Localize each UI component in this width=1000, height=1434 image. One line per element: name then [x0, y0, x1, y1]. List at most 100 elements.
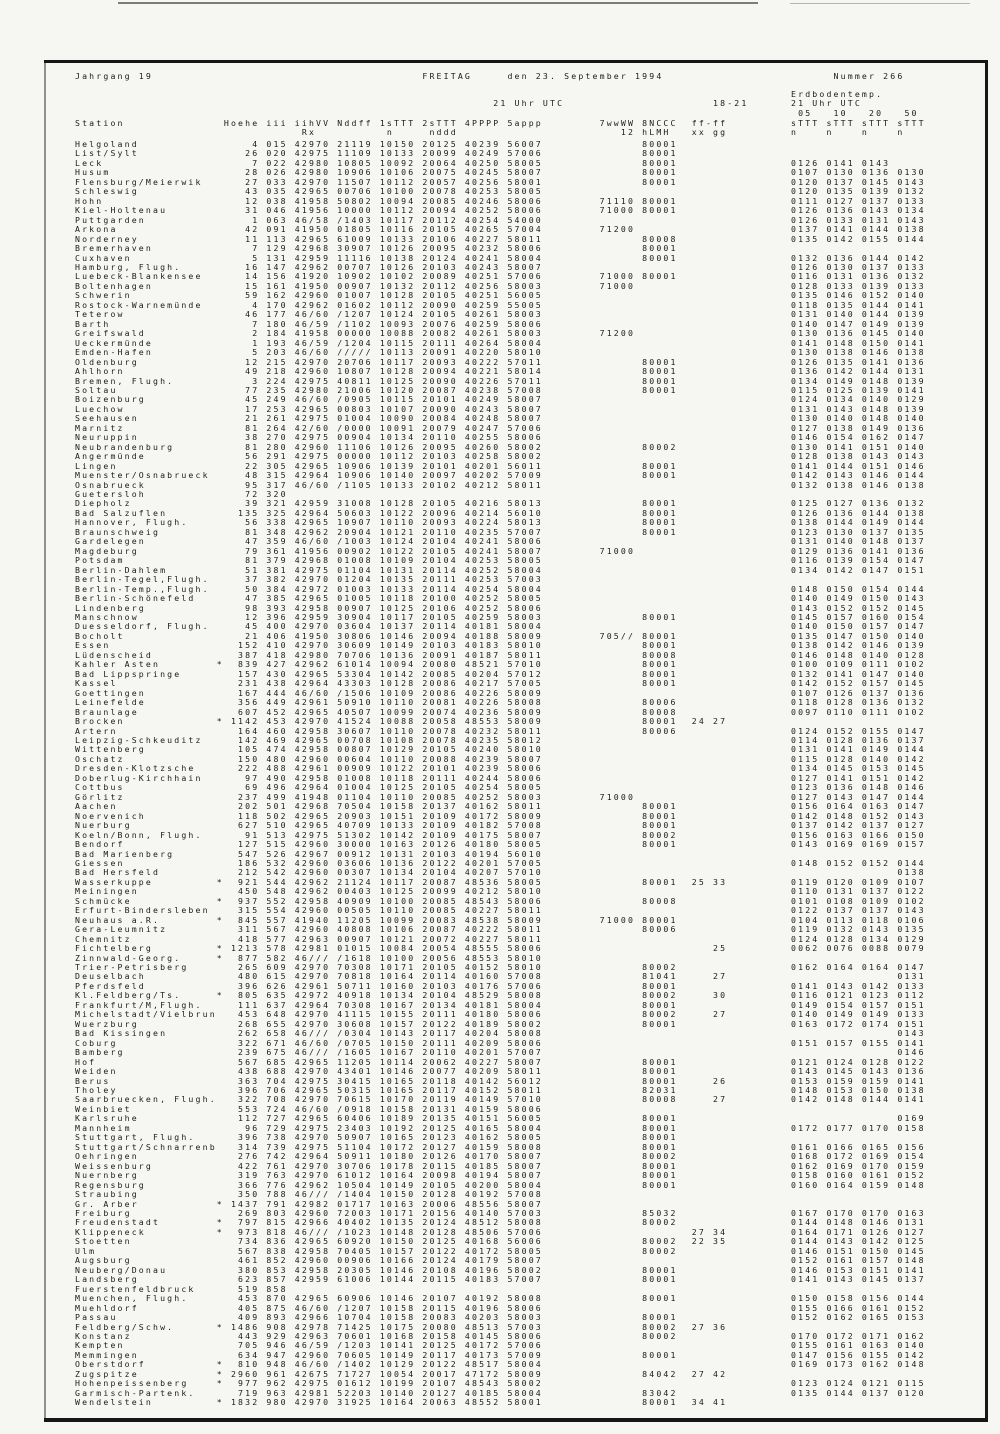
- scan-artifact-top-line-2: [790, 3, 970, 4]
- table-row: Braunlage 607 452 42965 40507 10099 2007…: [75, 706, 983, 717]
- table-row: Doberlug-Kirchhain 97 490 42958 01008 10…: [75, 772, 983, 783]
- table-row: Wittenberg 105 474 42958 00807 10129 201…: [75, 744, 983, 755]
- table-row: Leinefelde 356 449 42961 50910 10110 200…: [75, 697, 983, 708]
- table-row: Hof 567 685 42965 11205 10114 20062 4022…: [75, 1056, 983, 1067]
- header-line: 21 Uhr UTC 18-21 21 Uhr UTC: [75, 98, 983, 108]
- table-row: Giessen 186 532 42960 03606 10136 20122 …: [75, 857, 983, 868]
- table-row: Bamberg 239 675 46/// /1605 10167 20110 …: [75, 1047, 983, 1058]
- table-row: Schmücke * 937 552 42958 40909 10100 200…: [75, 895, 983, 906]
- table-row: Berus 363 704 42975 30415 10165 20118 40…: [75, 1075, 983, 1086]
- table-row: Dresden-Klotzsche 222 488 42961 00909 10…: [75, 763, 983, 774]
- table-row: Cottbus 69 496 42964 01004 10125 20105 4…: [75, 782, 983, 793]
- table-row: Essen 152 410 42970 30609 10149 20103 40…: [75, 640, 983, 651]
- table-row: Potsdam 81 379 42968 01008 10109 20104 4…: [75, 555, 983, 566]
- table-row: Neuberg/Donau 380 853 42958 20305 10146 …: [75, 1264, 983, 1275]
- table-row: Meiningen 450 548 42962 00403 10125 2009…: [75, 886, 983, 897]
- table-row: Hohenpeissenberg * 977 962 42975 01612 1…: [75, 1378, 983, 1389]
- table-row: Tholey 396 706 42965 50315 10165 20117 4…: [75, 1085, 983, 1095]
- table-row: Landsberg 623 857 42959 61006 10144 2011…: [75, 1274, 983, 1285]
- table-row: Chemnitz 418 577 42963 00907 10121 20072…: [75, 933, 983, 944]
- table-row: Zugspitze * 2960 961 42675 71727 10054 2…: [75, 1368, 983, 1379]
- table-row: Marnitz 81 264 42/60 /0000 10091 20079 4…: [75, 422, 983, 433]
- table-row: Feldberg/Schw. * 1486 908 42978 71425 10…: [75, 1321, 983, 1332]
- table-row: Luechow 17 253 42965 00803 10107 20090 4…: [75, 403, 983, 414]
- table-row: Hamburg, Flugh. 16 147 42962 00707 10126…: [75, 261, 983, 272]
- table-row: Gardelegen 47 359 46/60 /1003 10124 2010…: [75, 536, 983, 547]
- table-border-left: [44, 60, 46, 1422]
- table-row: Bremen, Flugh. 3 224 42975 40811 10125 2…: [75, 375, 983, 386]
- table-row: Trier-Petrisberg 265 609 42970 70308 101…: [75, 962, 983, 973]
- table-row: Seehausen 21 261 42975 01004 10090 20084…: [75, 413, 983, 424]
- table-row: Bad Lippspringe 157 430 42965 53304 1014…: [75, 668, 983, 679]
- table-row: Ueckermünde 1 193 46/59 /1204 10115 2011…: [75, 337, 983, 348]
- scan-artifact-top-line: [118, 2, 758, 4]
- table-row: Garmisch-Partenk. 719 963 42981 52203 10…: [75, 1387, 983, 1398]
- table-row: Aachen 202 501 42968 70504 10158 20137 4…: [75, 801, 983, 812]
- table-row: Helgoland 4 015 42970 21119 10150 20125 …: [75, 139, 983, 149]
- table-row: Nuerburg 627 510 42965 40709 10133 20109…: [75, 820, 983, 831]
- table-row: Stuttgart/Schnarrenb 314 739 42975 51104…: [75, 1141, 983, 1152]
- table-row: Gr. Arber * 1437 791 42982 01717 10163 2…: [75, 1198, 983, 1209]
- table-row: Teterow 46 177 46/60 /1207 10124 20105 4…: [75, 309, 983, 320]
- table-row: Guetersloh 72 320: [75, 489, 983, 500]
- table-row: Lindenberg 98 393 42958 00907 10125 2010…: [75, 602, 983, 613]
- table-row: Bad Hersfeld 212 542 42960 00307 10134 2…: [75, 867, 983, 878]
- table-row: Michelstadt/Vielbrun 453 648 42970 41115…: [75, 1009, 983, 1020]
- table-row: Goettingen 167 444 46/60 /1506 10109 200…: [75, 687, 983, 698]
- table-row: Berlin-Tegel,Flugh. 37 382 42970 01204 1…: [75, 574, 983, 585]
- table-row: Berlin-Dahlem 51 381 42975 01104 10131 2…: [75, 564, 983, 575]
- table-row: Bocholt 21 406 41950 30806 10146 20094 4…: [75, 630, 983, 641]
- table-row: Neuhaus a.R. * 845 557 41940 11205 10099…: [75, 914, 983, 925]
- table-row: Fuerstenfeldbruck 519 858: [75, 1283, 983, 1294]
- header-line: Rx n nddd 12 hLMH xx gg n n n n: [75, 127, 983, 137]
- table-row: Hannover, Flugh. 56 338 42965 10907 1011…: [75, 517, 983, 528]
- table-row: Kassel 231 438 42964 43303 10128 20086 4…: [75, 678, 983, 689]
- table-row: Wuerzburg 268 655 42970 30608 10157 2012…: [75, 1018, 983, 1029]
- table-row: Görlitz 237 499 41948 01104 10110 20085 …: [75, 791, 983, 802]
- table-row: Puttgarden 1 063 46/58 /1403 10117 20112…: [75, 214, 983, 225]
- header-line: 05 10 20 50: [75, 108, 983, 118]
- table-row: Muenster/Osnabrueck 48 315 42964 10906 1…: [75, 470, 983, 481]
- table-row: Rostock-Warnemünde 4 170 42962 01602 101…: [75, 299, 983, 310]
- table-row: Bremerhaven 7 129 42968 30907 10126 2009…: [75, 243, 983, 254]
- table-row: Augsburg 461 852 42960 00906 10166 20124…: [75, 1255, 983, 1266]
- table-row: Deuselbach 480 615 42970 70818 10164 201…: [75, 971, 983, 982]
- table-row: Angermünde 56 291 42975 00000 10112 2010…: [75, 451, 983, 462]
- table-row: Artern 164 460 42958 30607 10110 20078 4…: [75, 725, 983, 736]
- table-row: Neuruppin 38 270 42975 00904 10134 20110…: [75, 432, 983, 443]
- table-row: Leipzig-Schkeuditz 142 469 42965 00708 1…: [75, 734, 983, 745]
- table-row: Barth 7 180 46/59 /1102 10093 20076 4025…: [75, 318, 983, 329]
- table-border-top: [44, 60, 988, 63]
- table-row: Berlin-Temp.,Flugh. 50 384 42972 01003 1…: [75, 583, 983, 594]
- table-row: Osnabrueck 95 317 46/60 /1105 10133 2010…: [75, 479, 983, 490]
- table-row: Saarbruecken, Flugh. 322 708 42970 70615…: [75, 1094, 983, 1105]
- table-row: Freudenstadt * 797 815 42966 40402 10135…: [75, 1217, 983, 1228]
- table-row: Muehldorf 405 875 46/60 /1207 10158 2011…: [75, 1302, 983, 1313]
- header-line: Jahrgang 19 FREITAG den 23. September 19…: [75, 71, 983, 81]
- table-row: Nuernberg 319 763 42970 61012 10164 2009…: [75, 1170, 983, 1181]
- table-row: Wendelstein * 1832 980 42970 31925 10164…: [75, 1397, 983, 1408]
- table-row: Frankfurt/M,Flugh. 111 637 42964 70308 1…: [75, 999, 983, 1010]
- table-row: Pferdsfeld 396 626 42961 50711 10160 201…: [75, 980, 983, 991]
- table-row: Fichtelberg * 1213 578 42981 01015 10084…: [75, 943, 983, 954]
- table-row: Husum 28 026 42980 10906 10106 20075 402…: [75, 167, 983, 178]
- table-row: Zinnwald-Georg. * 877 582 46/// /1618 10…: [75, 952, 983, 963]
- header-line: Erdbodentemp.: [75, 89, 983, 99]
- table-row: Bendorf 127 515 42960 30000 10163 20126 …: [75, 839, 983, 850]
- table-row: Emden-Hafen 5 203 46/60 ///// 10113 2009…: [75, 347, 983, 358]
- table-row: Klippeneck * 973 818 46/// /1023 10148 2…: [75, 1226, 983, 1237]
- table-row: Berlin-Schönefeld 47 385 42965 01005 101…: [75, 593, 983, 604]
- table-row: Cuxhaven 5 131 42959 11116 10138 20124 4…: [75, 252, 983, 263]
- table-row: Erfurt-Bindersleben 315 554 42960 00505 …: [75, 905, 983, 916]
- table-row: Arkona 42 091 41950 01805 10116 20105 40…: [75, 224, 983, 235]
- table-row: Schleswig 43 035 42965 00706 10100 20078…: [75, 186, 983, 197]
- table-row: Kl.Feldberg/Ts. * 805 635 42972 40918 10…: [75, 990, 983, 1001]
- table-border-right: [985, 60, 988, 1422]
- table-row: Memmingen 634 947 42960 70605 10149 2011…: [75, 1349, 983, 1360]
- table-row: Kiel-Holtenau 31 046 41956 10000 10112 2…: [75, 205, 983, 216]
- table-row: Muenchen, Flugh. 453 870 42965 60906 101…: [75, 1293, 983, 1304]
- table-row: Boizenburg 45 249 46/60 /0905 10115 2010…: [75, 394, 983, 405]
- table-row: Ulm 567 838 42958 70405 10157 20122 4017…: [75, 1245, 983, 1256]
- table-row: Mannheim 96 729 42975 23403 10192 20125 …: [75, 1122, 983, 1133]
